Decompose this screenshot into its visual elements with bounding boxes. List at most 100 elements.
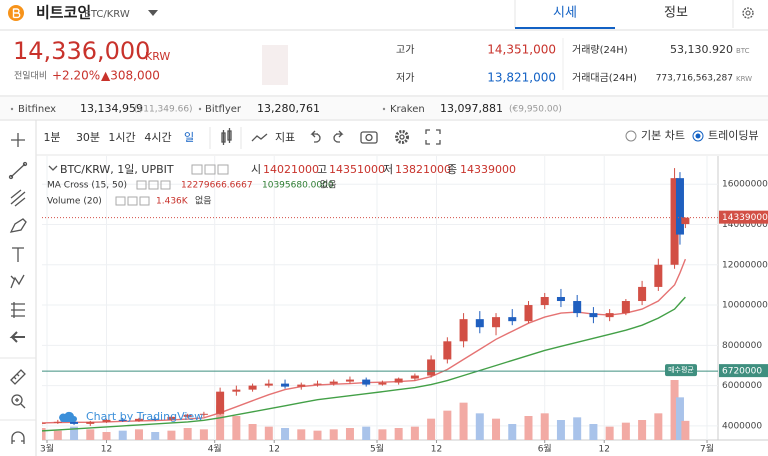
candle-body	[638, 286, 647, 302]
legend-button[interactable]	[148, 180, 159, 190]
legend-button[interactable]	[136, 180, 147, 190]
coin-name: 비트코인	[36, 4, 91, 22]
indicator-icon[interactable]	[251, 133, 268, 142]
candle-body	[362, 379, 371, 385]
candle-body	[42, 422, 46, 424]
exchange-name: Bitfinex	[18, 104, 56, 115]
candle-body	[216, 391, 225, 414]
settings-button[interactable]	[742, 7, 754, 19]
ohlc-value: 13821000	[395, 163, 451, 176]
fullscreen-button[interactable]	[425, 129, 441, 145]
legend-toggle[interactable]	[48, 165, 58, 171]
chart-mode[interactable]: 트레이딩뷰	[708, 129, 759, 142]
tab[interactable]: 시세	[553, 6, 577, 21]
candle-body	[508, 317, 517, 322]
redo-button[interactable]	[333, 130, 344, 143]
candle-body	[621, 301, 630, 314]
candle-body	[102, 419, 111, 422]
pair-dropdown[interactable]	[148, 10, 158, 16]
volume-bar	[378, 429, 387, 440]
volume-bar	[670, 380, 679, 440]
candle-body	[681, 217, 690, 225]
chart-mode[interactable]: 기본 차트	[641, 129, 685, 142]
drawing-tools[interactable]	[8, 133, 28, 444]
volume-bar	[524, 416, 533, 440]
grid	[42, 156, 718, 440]
candle-body	[475, 319, 484, 328]
legend-button[interactable]	[217, 164, 229, 175]
tab[interactable]: 정보	[664, 6, 688, 21]
x-tick-label: 4월	[208, 443, 222, 455]
last-price-label: 14339000	[722, 213, 768, 223]
stat-label: 거래량(24H)	[572, 44, 628, 56]
volume-bar	[70, 426, 79, 440]
x-tick-label: 12	[101, 445, 112, 455]
volume-bar	[394, 428, 403, 440]
candle-body	[492, 317, 501, 328]
interval-button[interactable]: 30분	[76, 131, 100, 144]
legend-button[interactable]	[204, 164, 216, 175]
volume-bar	[556, 420, 565, 440]
candle-body	[264, 383, 273, 386]
radio[interactable]	[625, 130, 637, 142]
bullet	[198, 107, 202, 111]
legend-button[interactable]	[139, 196, 150, 206]
candle-body	[248, 385, 257, 390]
y-tick-label: 8000000	[722, 341, 762, 351]
chart-style-button[interactable]	[221, 128, 232, 145]
indicator-button[interactable]: 지표	[275, 131, 295, 144]
candle-body	[199, 413, 208, 415]
candle-body	[670, 178, 679, 265]
interval-button[interactable]: 일	[184, 130, 194, 144]
coin-pair: BTC/KRW	[84, 9, 130, 20]
volume-bar	[281, 428, 290, 440]
volume-bar	[675, 397, 684, 440]
legend-button[interactable]	[127, 196, 138, 206]
interval-button[interactable]: 1시간	[108, 131, 135, 144]
ma-legend: MA Cross (15, 50)	[47, 181, 127, 191]
candle-body	[118, 419, 127, 421]
undo-button[interactable]	[310, 130, 321, 143]
exchange-foreign: ($11,349.66)	[134, 105, 193, 115]
interval-button[interactable]: 4시간	[144, 131, 171, 144]
exchange-price: 13,280,761	[257, 102, 320, 115]
candle-body	[589, 313, 598, 318]
exchange-price: 13,097,881	[440, 102, 503, 115]
candle-body	[86, 421, 95, 424]
watermark[interactable]: Chart by TradingView	[86, 410, 203, 423]
legend-button[interactable]	[115, 196, 126, 206]
bullet	[10, 107, 14, 111]
volume-bar	[232, 416, 241, 440]
legend-symbol: BTC/KRW, 1일, UPBIT	[60, 162, 174, 176]
candle-body	[70, 421, 79, 424]
chart-settings-button[interactable]	[395, 130, 409, 144]
volume-value: 1.436K	[156, 197, 189, 207]
price-unit: KRW	[145, 50, 170, 63]
candle-body	[524, 305, 533, 322]
ohlc-value: 14339000	[460, 163, 516, 176]
x-tick-label: 3월	[40, 443, 54, 455]
interval-button[interactable]: 1분	[43, 131, 60, 144]
snapshot-button[interactable]	[360, 131, 378, 144]
ohlc-label: 종	[447, 163, 457, 176]
stat-value: 14,351,000	[487, 43, 556, 57]
avg-price-axis-tag	[719, 364, 768, 378]
x-tick-label: 5월	[370, 443, 384, 455]
x-tick-label: 6월	[538, 443, 552, 455]
volume-bar	[654, 413, 663, 440]
candle-body	[540, 296, 549, 306]
volume-bar	[53, 430, 62, 440]
legend-button[interactable]	[191, 164, 203, 175]
exchange-name: Bitflyer	[205, 104, 242, 115]
volume-bar	[313, 430, 322, 440]
y-tick-label: 14000000	[722, 220, 768, 230]
volume-bar	[86, 429, 95, 440]
plot	[42, 168, 718, 440]
candle-body	[183, 414, 192, 417]
stat-value: 773,716,563,287	[656, 74, 733, 84]
exchange-name: Kraken	[390, 104, 425, 115]
legend-button[interactable]	[160, 180, 171, 190]
ohlc-label: 시	[251, 163, 261, 176]
